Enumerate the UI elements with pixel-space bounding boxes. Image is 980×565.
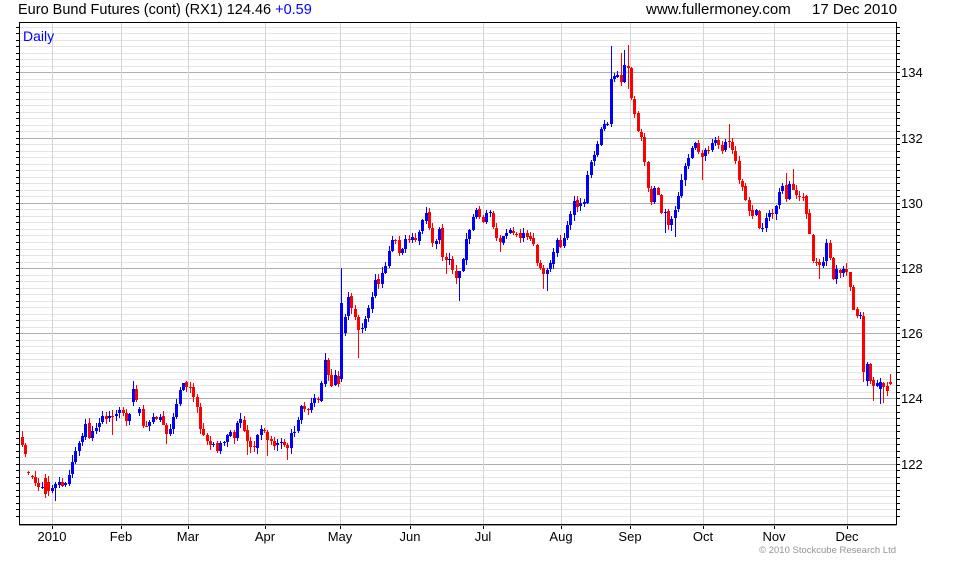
svg-text:Daily: Daily xyxy=(23,28,54,44)
svg-text:© 2010 Stockcube Research Ltd: © 2010 Stockcube Research Ltd xyxy=(759,545,896,556)
svg-text:Jun: Jun xyxy=(400,529,421,544)
svg-text:Nov: Nov xyxy=(762,529,786,544)
svg-text:134: 134 xyxy=(901,65,923,80)
svg-text:Dec: Dec xyxy=(835,529,859,544)
svg-text:Apr: Apr xyxy=(255,529,276,544)
svg-text:130: 130 xyxy=(901,196,923,211)
svg-text:2010: 2010 xyxy=(38,529,67,544)
svg-text:124: 124 xyxy=(901,391,923,406)
svg-text:Jul: Jul xyxy=(475,529,492,544)
svg-text:128: 128 xyxy=(901,261,923,276)
svg-text:126: 126 xyxy=(901,326,923,341)
svg-text:Oct: Oct xyxy=(693,529,714,544)
svg-text:Feb: Feb xyxy=(110,529,132,544)
svg-text:Mar: Mar xyxy=(177,529,200,544)
svg-text:www.fullermoney.com: www.fullermoney.com xyxy=(645,1,791,18)
svg-text:Aug: Aug xyxy=(549,529,572,544)
svg-text:Euro Bund Futures (cont) (RX1): Euro Bund Futures (cont) (RX1) 124.46 +0… xyxy=(18,2,312,18)
svg-text:122: 122 xyxy=(901,457,923,472)
svg-text:May: May xyxy=(328,529,353,544)
svg-text:Sep: Sep xyxy=(618,529,641,544)
svg-text:17 Dec 2010: 17 Dec 2010 xyxy=(812,1,897,18)
svg-text:132: 132 xyxy=(901,131,923,146)
